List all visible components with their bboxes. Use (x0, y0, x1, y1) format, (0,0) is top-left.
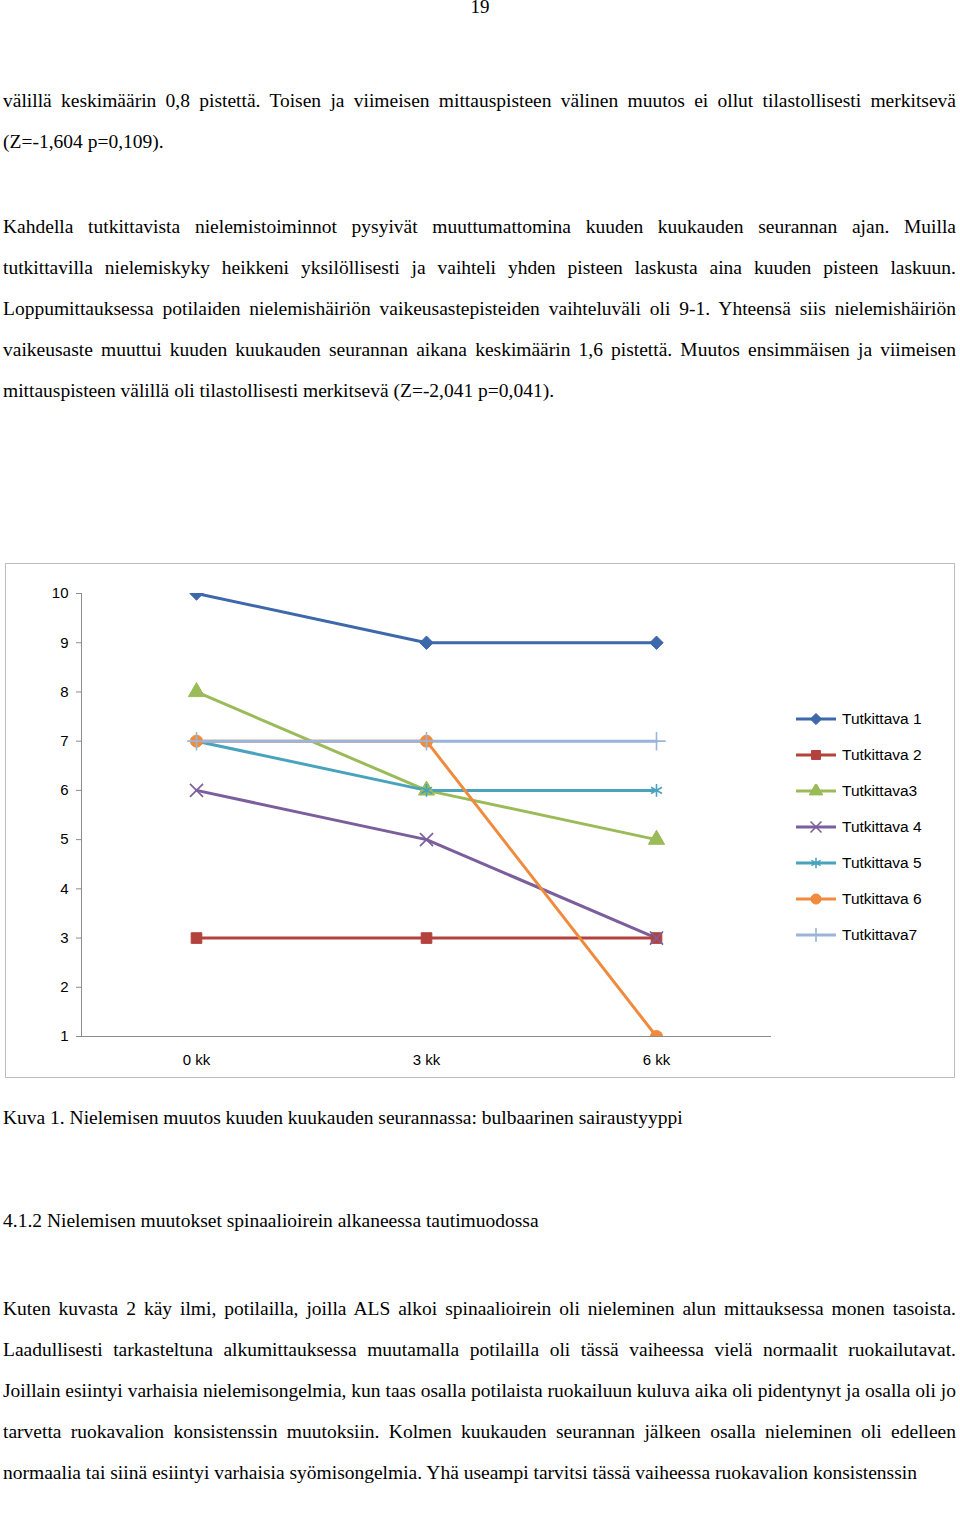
svg-text:4: 4 (60, 880, 68, 897)
html-text:Kuva 1. Nielemisen muutos kuud: Kuva 1. Nielemisen muutos kuuden kuukaud… (3, 1107, 683, 1128)
html-text:Tutkittava 2: Tutkittava 2 (842, 746, 922, 763)
html-text:Tutkittava 6: Tutkittava 6 (842, 890, 922, 907)
html-text:Tutkittava 1: Tutkittava 1 (842, 710, 922, 727)
html-text:Tutkittava 4: Tutkittava 4 (842, 818, 922, 835)
html-text:Tutkittava3: Tutkittava3 (842, 782, 918, 799)
svg-text:5: 5 (60, 830, 68, 847)
svg-text:7: 7 (60, 732, 68, 749)
html-text:Tutkittava7: Tutkittava7 (842, 926, 918, 943)
svg-text:6: 6 (60, 781, 68, 798)
html-text:Tutkittava 5: Tutkittava 5 (842, 854, 922, 871)
svg-text:2: 2 (60, 978, 68, 995)
html-text:välillä keskimäärin 0,8 pistet: välillä keskimäärin 0,8 pistettä. Toisen… (3, 90, 956, 152)
svg-text:3 kk: 3 kk (413, 1051, 441, 1068)
html-text:4.1.2 Nielemisen muutokset spi: 4.1.2 Nielemisen muutokset spinaalioirei… (3, 1210, 539, 1231)
svg-text:9: 9 (60, 634, 68, 651)
html-text:Kuten kuvasta 2 käy ilmi, poti: Kuten kuvasta 2 käy ilmi, potilailla, jo… (3, 1298, 956, 1483)
svg-text:10: 10 (52, 584, 69, 601)
svg-text:8: 8 (60, 683, 68, 700)
svg-text:3: 3 (60, 929, 68, 946)
svg-text:6 kk: 6 kk (643, 1051, 671, 1068)
svg-text:1: 1 (60, 1027, 68, 1044)
svg-text:0 kk: 0 kk (183, 1051, 211, 1068)
html-text:Kahdella tutkittavista nielemi: Kahdella tutkittavista nielemistoiminnot… (3, 216, 956, 401)
